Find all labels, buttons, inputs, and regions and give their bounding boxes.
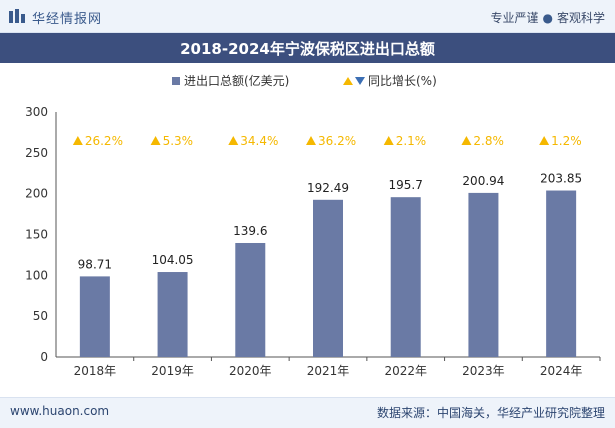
bar <box>390 197 421 357</box>
x-tick-label: 2020年 <box>229 364 272 378</box>
bar-value-label: 192.49 <box>307 181 349 195</box>
growth-label: 36.2% <box>318 134 356 148</box>
chart-title: 2018-2024年宁波保税区进出口总额 <box>180 40 435 58</box>
bar-logo-icon <box>9 9 25 23</box>
growth-up-triangle <box>383 136 394 145</box>
bar <box>79 276 110 357</box>
x-tick-label: 2018年 <box>74 364 117 378</box>
growth-up-triangle <box>228 136 239 145</box>
tagline: 专业严谨 ● 客观科学 <box>490 9 605 26</box>
y-tick-label: 50 <box>33 309 48 323</box>
footer-source: 数据来源：中国海关，华经产业研究院整理 <box>376 406 605 420</box>
y-tick-label: 100 <box>25 268 48 282</box>
growth-label: 26.2% <box>85 134 123 148</box>
growth-up-triangle <box>461 136 472 145</box>
bar-value-label: 195.7 <box>389 178 423 192</box>
brand-name: 华经情报网 <box>32 12 103 27</box>
legend-growth-up-icon <box>343 77 353 85</box>
growth-label: 2.8% <box>473 134 504 148</box>
legend-bar-label: 进出口总额(亿美元) <box>184 73 289 88</box>
tagline-separator: ● <box>542 11 553 25</box>
legend-growth-down-icon <box>355 77 365 85</box>
growth-label: 34.4% <box>240 134 278 148</box>
bar <box>235 242 266 357</box>
tagline-left: 专业严谨 <box>490 11 539 25</box>
y-tick-label: 250 <box>25 146 48 160</box>
bar <box>313 199 343 357</box>
growth-up-triangle <box>306 136 316 145</box>
bar <box>546 190 577 357</box>
legend-growth-label: 同比增长(%) <box>368 74 437 88</box>
growth-up-triangle <box>72 136 83 145</box>
growth-up-triangle <box>150 136 161 145</box>
y-tick-label: 200 <box>25 187 48 201</box>
bar-chart: 进出口总额(亿美元) 同比增长(%) 0 50 100 150 200 250 300 98.71… <box>25 73 601 378</box>
x-tick-label: 2024年 <box>540 364 583 378</box>
growth-label: 5.3% <box>163 134 194 148</box>
x-tick-label: 2019年 <box>151 364 194 378</box>
x-tick-label: 2021年 <box>307 364 350 378</box>
growth-label: 2.1% <box>396 134 427 148</box>
y-tick-label: 150 <box>25 228 48 242</box>
y-tick-label: 0 <box>40 350 48 364</box>
y-tick-label: 300 <box>25 105 48 119</box>
bar-value-label: 203.85 <box>540 172 582 186</box>
bar-value-label: 104.05 <box>152 253 194 267</box>
bar <box>157 272 188 357</box>
growth-label: 1.2% <box>551 134 582 148</box>
bar <box>468 192 499 357</box>
tagline-right: 客观科学 <box>556 11 605 25</box>
legend-bar-swatch <box>172 77 180 85</box>
footer-website: www.huaon.com <box>10 404 110 418</box>
bar-value-label: 98.71 <box>78 257 112 271</box>
title-bar: 2018-2024年宁波保税区进出口总额 <box>0 33 615 63</box>
footer-bar: www.huaon.com 数据来源：中国海关，华经产业研究院整理 <box>0 397 615 428</box>
x-tick-label: 2022年 <box>384 364 427 378</box>
bar-value-label: 139.6 <box>233 224 267 238</box>
x-tick-label: 2023年 <box>462 364 505 378</box>
growth-up-triangle <box>539 136 550 145</box>
top-bar: 华经情报网 专业严谨 ● 客观科学 <box>0 0 615 33</box>
bar-value-label: 200.94 <box>462 174 504 188</box>
